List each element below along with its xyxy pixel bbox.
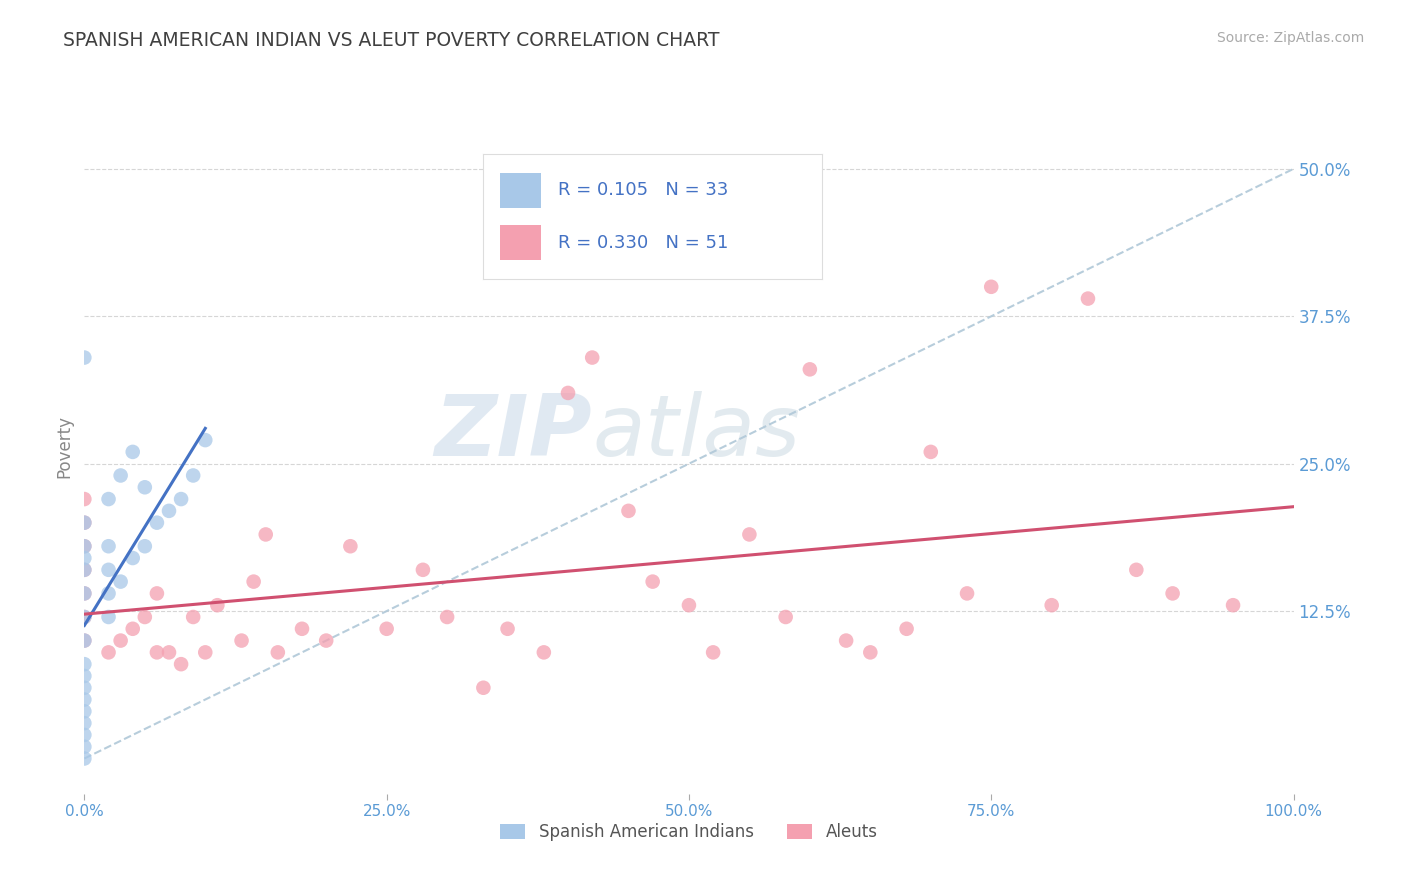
Point bbox=[73, 516, 96, 530]
Text: ZIP: ZIP bbox=[434, 391, 592, 474]
Point bbox=[110, 633, 132, 648]
Legend: Spanish American Indians, Aleuts: Spanish American Indians, Aleuts bbox=[494, 817, 884, 848]
Point bbox=[242, 574, 264, 589]
Point bbox=[291, 622, 314, 636]
Point bbox=[472, 681, 495, 695]
Point bbox=[121, 622, 143, 636]
Point bbox=[920, 445, 942, 459]
Point bbox=[146, 586, 169, 600]
Point bbox=[375, 622, 398, 636]
Point bbox=[231, 633, 253, 648]
Point bbox=[134, 610, 156, 624]
Point bbox=[73, 669, 96, 683]
Point bbox=[73, 539, 96, 553]
Point bbox=[110, 574, 132, 589]
Point bbox=[170, 657, 193, 672]
Point bbox=[412, 563, 434, 577]
Point bbox=[73, 563, 96, 577]
Point bbox=[956, 586, 979, 600]
Point bbox=[97, 645, 120, 659]
Point bbox=[157, 504, 180, 518]
Point bbox=[146, 645, 169, 659]
Point bbox=[339, 539, 361, 553]
Point bbox=[73, 716, 96, 731]
Point bbox=[194, 433, 217, 447]
Point bbox=[436, 610, 458, 624]
Point bbox=[134, 480, 156, 494]
Point bbox=[73, 551, 96, 566]
Point bbox=[73, 563, 96, 577]
Point bbox=[859, 645, 882, 659]
Point bbox=[73, 610, 96, 624]
Point bbox=[980, 280, 1002, 294]
Point bbox=[73, 351, 96, 365]
Point bbox=[73, 704, 96, 718]
Point bbox=[73, 610, 96, 624]
Point bbox=[73, 586, 96, 600]
Point bbox=[73, 586, 96, 600]
Point bbox=[170, 491, 193, 506]
Point bbox=[181, 468, 204, 483]
Text: Source: ZipAtlas.com: Source: ZipAtlas.com bbox=[1216, 31, 1364, 45]
Point bbox=[775, 610, 797, 624]
Point bbox=[1222, 598, 1244, 612]
Point bbox=[97, 586, 120, 600]
Point bbox=[835, 633, 858, 648]
Point bbox=[181, 610, 204, 624]
Point bbox=[73, 633, 96, 648]
Point bbox=[97, 610, 120, 624]
Point bbox=[157, 645, 180, 659]
Point bbox=[73, 657, 96, 672]
Point bbox=[134, 539, 156, 553]
Point bbox=[617, 504, 640, 518]
Point bbox=[496, 622, 519, 636]
Point bbox=[73, 681, 96, 695]
Point bbox=[73, 692, 96, 706]
Point bbox=[73, 491, 96, 506]
Point bbox=[254, 527, 277, 541]
Point bbox=[121, 445, 143, 459]
Point bbox=[110, 468, 132, 483]
Point bbox=[799, 362, 821, 376]
Point bbox=[207, 598, 229, 612]
Point bbox=[581, 351, 603, 365]
Point bbox=[738, 527, 761, 541]
Point bbox=[73, 739, 96, 754]
Point bbox=[97, 563, 120, 577]
Point bbox=[73, 633, 96, 648]
Point bbox=[315, 633, 337, 648]
Point bbox=[896, 622, 918, 636]
Point bbox=[146, 516, 169, 530]
Point bbox=[73, 751, 96, 765]
Point bbox=[678, 598, 700, 612]
Text: atlas: atlas bbox=[592, 391, 800, 474]
Point bbox=[73, 539, 96, 553]
Point bbox=[97, 539, 120, 553]
Point bbox=[73, 728, 96, 742]
Point bbox=[1125, 563, 1147, 577]
Y-axis label: Poverty: Poverty bbox=[55, 415, 73, 477]
Point bbox=[1077, 292, 1099, 306]
Point bbox=[1040, 598, 1063, 612]
Point bbox=[194, 645, 217, 659]
Point bbox=[121, 551, 143, 566]
Point bbox=[533, 645, 555, 659]
Point bbox=[1161, 586, 1184, 600]
Point bbox=[557, 386, 579, 401]
Point bbox=[73, 516, 96, 530]
Point bbox=[702, 645, 724, 659]
Point bbox=[267, 645, 290, 659]
Point bbox=[641, 574, 664, 589]
Text: SPANISH AMERICAN INDIAN VS ALEUT POVERTY CORRELATION CHART: SPANISH AMERICAN INDIAN VS ALEUT POVERTY… bbox=[63, 31, 720, 50]
Point bbox=[97, 491, 120, 506]
